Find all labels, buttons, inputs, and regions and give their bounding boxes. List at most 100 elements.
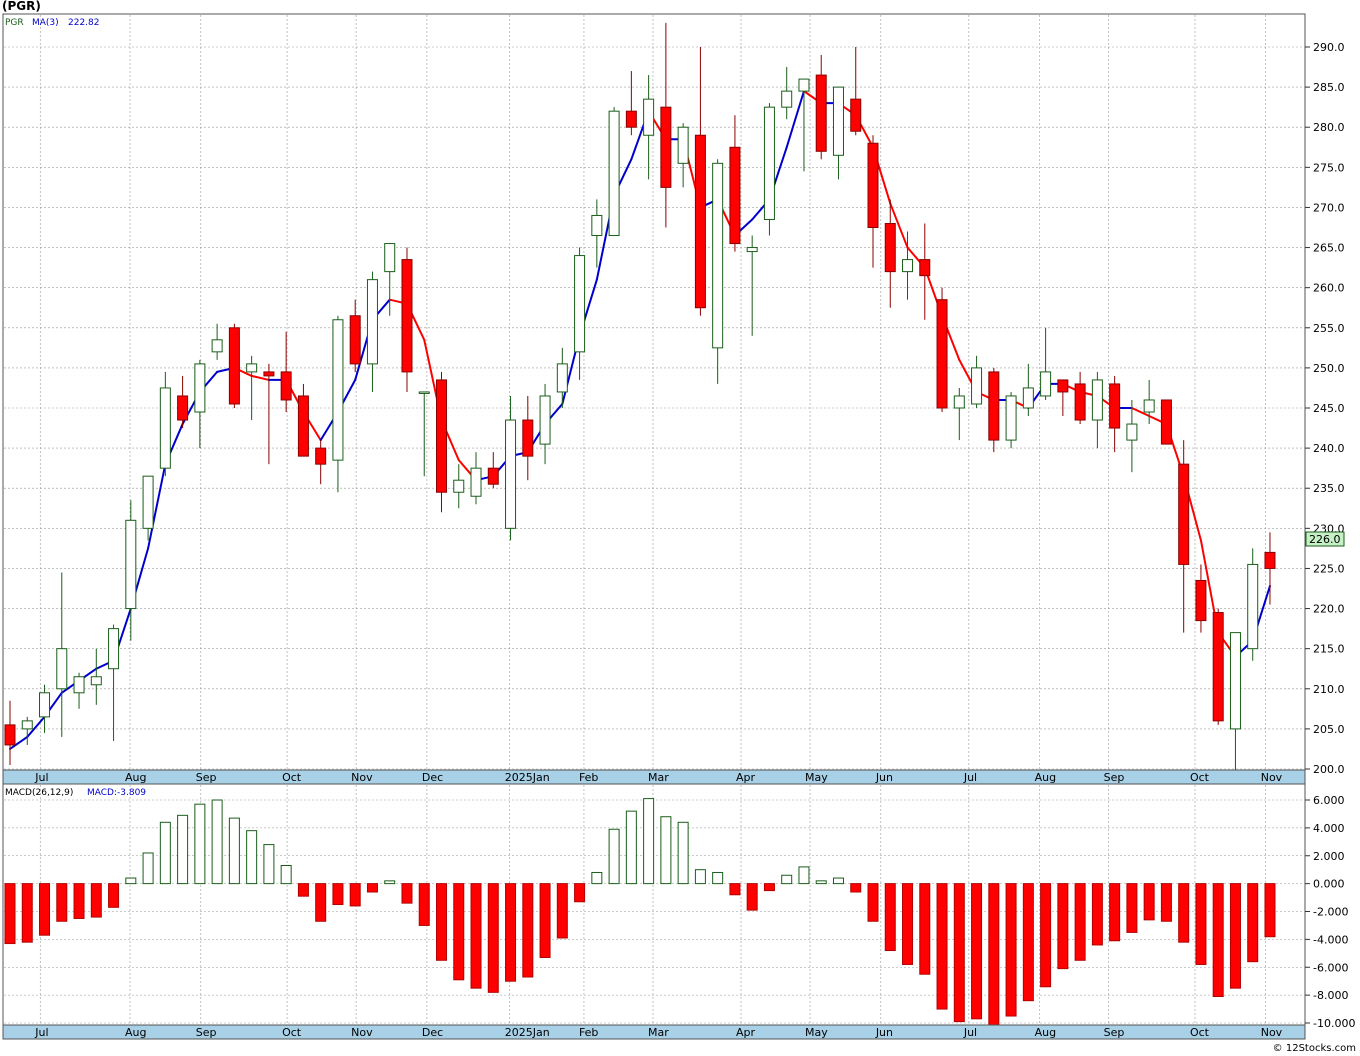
macd-bar <box>522 883 534 978</box>
price-x-label: Oct <box>282 771 302 784</box>
macd-bar <box>815 880 827 885</box>
macd-x-label: May <box>805 1026 828 1039</box>
macd-bar <box>436 883 447 961</box>
candle-body <box>1178 463 1190 565</box>
macd-bar <box>246 830 258 885</box>
candle-body <box>694 134 706 309</box>
candle-body <box>90 676 102 686</box>
candle-body <box>1143 399 1155 413</box>
candle-body <box>211 339 223 353</box>
candle-body <box>1229 632 1241 730</box>
last-price-box <box>1305 531 1345 547</box>
candle-body <box>832 86 844 156</box>
macd-bar <box>1229 883 1241 989</box>
candle-body <box>539 395 551 445</box>
macd-bar <box>453 883 465 981</box>
candle-body <box>574 255 586 353</box>
candle-body <box>263 371 275 377</box>
candle-body <box>108 628 120 670</box>
macd-legend-value: MACD:-3.809 <box>87 788 146 798</box>
price-tick-label: 205.0 <box>1313 723 1345 736</box>
price-tick-label: 210.0 <box>1313 683 1345 696</box>
price-legend-ma-label: MA(3) <box>32 18 59 28</box>
macd-x-label: Sep <box>196 1026 217 1039</box>
macd-bar <box>971 883 983 1020</box>
price-tick-label: 265.0 <box>1313 242 1345 255</box>
candle-body <box>159 387 171 469</box>
macd-bar <box>574 883 586 903</box>
macd-bar <box>384 880 396 885</box>
macd-bar <box>556 883 568 939</box>
macd-bar <box>142 852 154 885</box>
ma-segment <box>785 90 805 149</box>
candle-body <box>125 519 137 610</box>
macd-bar <box>1247 883 1259 963</box>
macd-bar <box>39 883 51 936</box>
candle-body <box>850 98 862 132</box>
candle-body <box>1005 395 1017 441</box>
candle-body <box>332 319 344 461</box>
candle-body <box>729 146 741 245</box>
candle-body <box>401 259 413 373</box>
price-tick-label: 260.0 <box>1313 282 1345 295</box>
macd-tick-label: -6.000 <box>1313 961 1348 974</box>
macd-x-label: Mar <box>648 1026 669 1039</box>
macd-bar <box>315 883 327 922</box>
price-tick-label: 245.0 <box>1313 402 1345 415</box>
candle-body <box>591 214 603 237</box>
macd-bar <box>850 883 862 893</box>
macd-tick-label: -2.000 <box>1313 906 1348 919</box>
ma-segment <box>26 715 46 738</box>
candle-body <box>228 327 240 405</box>
price-tick-label: 275.0 <box>1313 161 1345 174</box>
price-tick-label: 240.0 <box>1313 442 1345 455</box>
candle-body <box>366 279 378 365</box>
macd-bar <box>90 883 102 918</box>
macd-bar <box>263 844 275 885</box>
candle-body <box>384 243 396 273</box>
macd-bar <box>159 821 171 885</box>
macd-bar <box>505 883 517 982</box>
macd-bar <box>694 869 706 885</box>
macd-tick-label: -4.000 <box>1313 933 1348 946</box>
price-x-label: May <box>805 771 828 784</box>
macd-bar <box>1178 883 1190 943</box>
macd-bar <box>1091 883 1103 946</box>
macd-bar <box>936 883 948 1010</box>
price-x-label: Aug <box>125 771 146 784</box>
macd-legend-label: MACD(26,12,9) <box>5 788 73 798</box>
ma-segment <box>1130 407 1151 418</box>
price-tick-label: 215.0 <box>1313 643 1345 656</box>
macd-bar <box>712 871 724 885</box>
candle-body <box>505 419 517 529</box>
macd-bar <box>867 883 879 922</box>
macd-tick-label: 0.000 <box>1313 878 1345 891</box>
candle-body <box>1091 379 1103 421</box>
macd-tick-label: -8.000 <box>1313 989 1348 1002</box>
macd-bar <box>1074 883 1086 961</box>
credit-text: © 12Stocks.com <box>1272 1043 1356 1054</box>
price-tick-label: 285.0 <box>1313 81 1345 94</box>
price-tick-label: 220.0 <box>1313 603 1345 616</box>
candle-body <box>4 724 16 746</box>
candle-body <box>1126 423 1138 441</box>
candle-body <box>884 222 896 273</box>
candle-body <box>556 363 568 393</box>
macd-x-axis-bar <box>2 1024 1306 1040</box>
price-x-label: Nov <box>1261 771 1283 784</box>
candle-body <box>746 247 758 253</box>
candle-body <box>194 363 206 413</box>
macd-bar <box>1022 883 1034 1002</box>
candle-body <box>1022 387 1034 409</box>
price-tick-label: 255.0 <box>1313 322 1345 335</box>
macd-bar <box>1143 883 1155 921</box>
macd-bar <box>280 865 292 885</box>
macd-bar <box>884 883 896 952</box>
macd-bar <box>297 883 309 897</box>
candle-body <box>902 259 914 273</box>
candle-body <box>763 106 775 220</box>
macd-axis: 6.000 4.000 2.000 0.000 -2.000 -4.000 -6.000 -8… <box>1305 794 1355 1030</box>
candle-body <box>1160 399 1172 445</box>
macd-histogram <box>4 798 1276 1027</box>
candle-body <box>418 391 430 394</box>
